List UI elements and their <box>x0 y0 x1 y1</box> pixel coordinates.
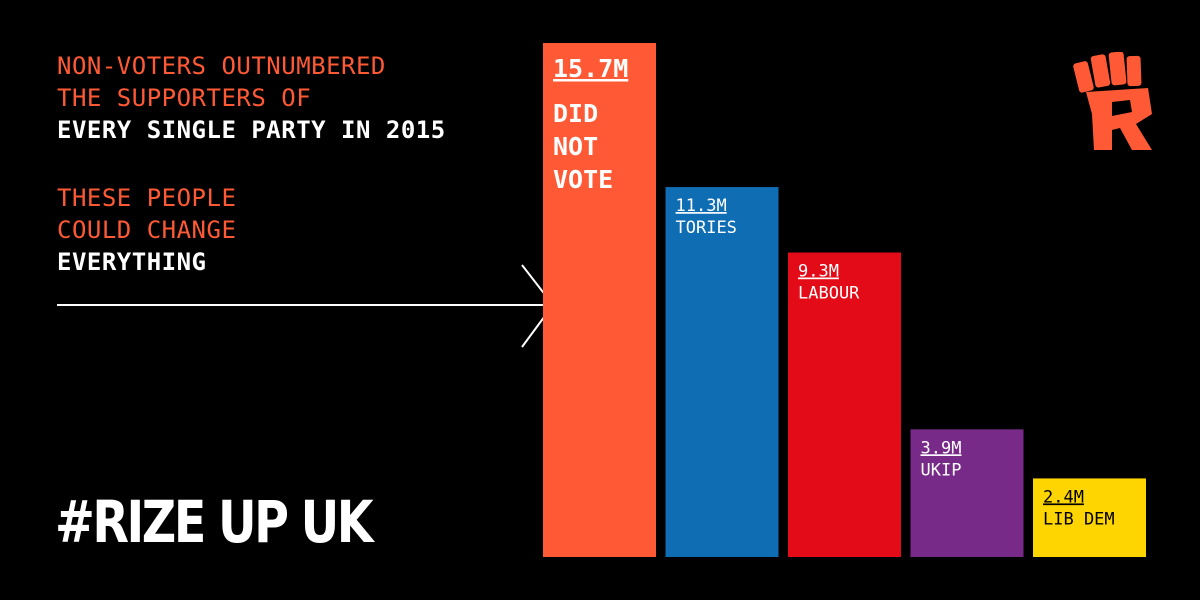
value-label: 3.9M <box>921 438 962 458</box>
value-label: 15.7M <box>553 54 628 83</box>
bar-ukip <box>910 429 1024 557</box>
category-label: UKIP <box>921 460 962 480</box>
headline-line-2: THE SUPPORTERS OF <box>57 84 312 112</box>
raised-fist-r-logo <box>1073 52 1152 150</box>
value-label: 9.3M <box>798 262 839 282</box>
headline-block-2: THESE PEOPLE COULD CHANGE EVERYTHING <box>57 182 527 278</box>
headline-line-6: EVERYTHING <box>57 248 207 276</box>
value-label: 11.3M <box>676 196 727 216</box>
bar-tories <box>665 187 779 557</box>
category-label: LIB DEM <box>1043 509 1115 529</box>
category-label: TORIES <box>676 218 737 238</box>
headline-line-3: EVERY SINGLE PARTY IN 2015 <box>57 116 446 144</box>
bar-labour <box>788 252 901 557</box>
category-label: VOTE <box>553 165 613 194</box>
bar-lib-dem <box>1033 478 1146 557</box>
category-label: NOT <box>553 132 598 161</box>
category-label: LABOUR <box>798 284 860 304</box>
category-label: DID <box>553 99 598 128</box>
headline-block-1: NON-VOTERS OUTNUMBERED THE SUPPORTERS OF… <box>57 50 527 146</box>
hashtag-rize-up-uk: #RIZE UP UK <box>55 488 374 556</box>
headline-line-1: NON-VOTERS OUTNUMBERED <box>57 52 386 80</box>
headline-line-5: COULD CHANGE <box>57 216 237 244</box>
bar-did-not-vote <box>543 43 656 557</box>
headline-line-4: THESE PEOPLE <box>57 184 237 212</box>
value-label: 2.4M <box>1043 487 1084 507</box>
